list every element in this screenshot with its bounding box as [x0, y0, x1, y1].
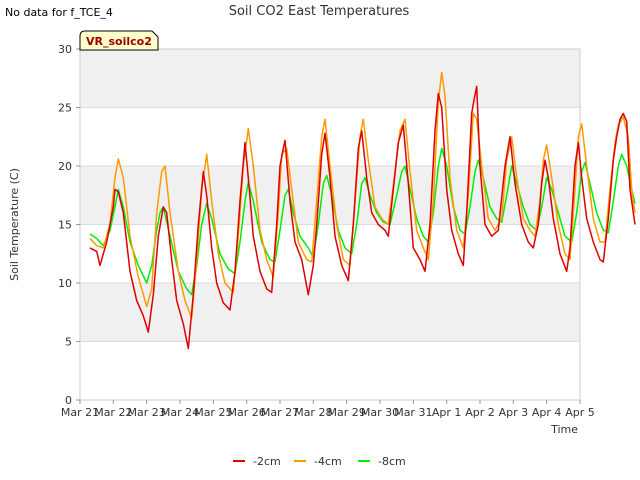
x-tick-label: Mar 30	[361, 406, 399, 419]
y-tick-label: 15	[58, 219, 72, 232]
series-line-neg4cm	[89, 71, 636, 319]
y-tick-label: 0	[65, 394, 72, 407]
y-tick-label: 10	[58, 277, 72, 290]
x-tick-label: Mar 24	[161, 406, 199, 419]
x-tick-label: Apr 5	[565, 406, 595, 419]
y-axis-label: Soil Temperature (C)	[8, 168, 21, 281]
grid-band	[80, 49, 580, 108]
station-label: VR_soilco2	[86, 35, 152, 48]
x-tick-label: Mar 26	[228, 406, 266, 419]
station-label-box: VR_soilco2	[79, 30, 159, 51]
x-tick-label: Mar 22	[94, 406, 132, 419]
y-tick-label: 20	[58, 160, 72, 173]
x-tick-label: Mar 21	[61, 406, 99, 419]
legend: -2cm -4cm -8cm	[233, 455, 406, 468]
x-tick-label: Apr 2	[465, 406, 495, 419]
legend-label: -8cm	[378, 455, 406, 468]
x-tick-label: Mar 23	[128, 406, 166, 419]
x-tick-label: Mar 31	[394, 406, 432, 419]
x-tick-label: Apr 3	[499, 406, 529, 419]
grid-bands	[80, 48, 580, 401]
legend-label: -4cm	[314, 455, 342, 468]
y-tick-label: 30	[58, 43, 72, 56]
y-tick-label: 25	[58, 102, 72, 115]
grid-band	[80, 283, 580, 342]
series-line-neg8cm	[89, 147, 636, 296]
x-tick-label: Mar 29	[328, 406, 366, 419]
series-group	[89, 71, 636, 350]
legend-label: -2cm	[253, 455, 281, 468]
chart-title: Soil CO2 East Temperatures	[229, 4, 410, 19]
y-axis-ticks: 0 5 10 15 20 25 30	[58, 43, 80, 407]
x-tick-label: Apr 4	[532, 406, 562, 419]
series-line-neg2cm	[89, 85, 636, 350]
no-data-note: No data for f_TCE_4	[5, 6, 113, 19]
x-tick-label: Mar 25	[194, 406, 232, 419]
y-tick-label: 5	[65, 336, 72, 349]
x-tick-label: Apr 1	[432, 406, 462, 419]
x-tick-label: Mar 27	[261, 406, 299, 419]
x-axis-label: Time	[550, 423, 578, 436]
x-tick-label: Mar 28	[294, 406, 332, 419]
